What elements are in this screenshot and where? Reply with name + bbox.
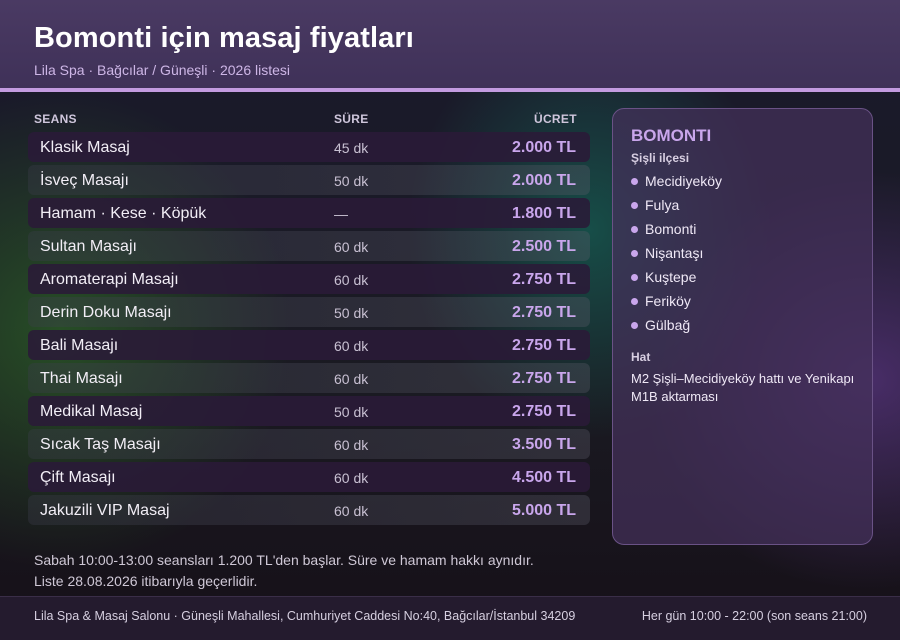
session-duration: 60 dk: [334, 272, 369, 288]
transit-label: Hat: [631, 350, 651, 364]
session-name: Bali Masajı: [40, 337, 119, 354]
session-name: Hamam · Kese · Köpük: [40, 205, 207, 222]
bullet-dot-icon: [631, 274, 638, 281]
session-name: Çift Masajı: [40, 469, 116, 486]
list-item: Feriköy: [631, 291, 722, 315]
session-duration: 60 dk: [334, 371, 369, 387]
neighborhood-label: Fulya: [645, 197, 680, 213]
session-price: 2.000 TL: [511, 172, 576, 189]
session-duration: 60 dk: [334, 239, 369, 255]
table-row: Aromaterapi Masajı 60 dk 2.750 TL: [28, 264, 590, 294]
table-row: Sultan Masajı 60 dk 2.500 TL: [28, 231, 590, 261]
footnote-validity: Liste 28.08.2026 itibarıyla geçerlidir.: [34, 573, 258, 589]
session-name: Medikal Masaj: [40, 403, 143, 420]
session-duration: 50 dk: [334, 305, 369, 321]
bullet-dot-icon: [631, 202, 638, 209]
session-price: 2.750 TL: [511, 370, 576, 387]
table-row: İsveç Masajı 50 dk 2.000 TL: [28, 165, 590, 195]
table-row: Hamam · Kese · Köpük — 1.800 TL: [28, 198, 590, 228]
neighborhood-label: Mecidiyeköy: [645, 173, 723, 189]
table-row: Bali Masajı 60 dk 2.750 TL: [28, 330, 590, 360]
district-panel: BOMONTI Şişli ilçesi Mecidiyeköy Fulya Bom…: [612, 108, 873, 545]
bullet-dot-icon: [631, 322, 638, 329]
session-price: 2.750 TL: [511, 337, 576, 354]
column-header-session: SEANS: [34, 112, 77, 126]
session-duration: —: [334, 206, 348, 222]
footer-hours: Her gün 10:00 - 22:00 (son seans 21:00): [641, 609, 867, 623]
session-name: Derin Doku Masajı: [40, 304, 172, 321]
neighborhood-label: Feriköy: [645, 293, 691, 309]
neighborhood-label: Gülbağ: [645, 317, 691, 333]
price-table: Klasik Masaj 45 dk 2.000 TL İsveç Masajı 50 …: [28, 132, 590, 528]
page-header: Bomonti için masaj fiyatları Lila Spa · …: [0, 0, 900, 88]
list-item: Nişantaşı: [631, 243, 722, 267]
bullet-dot-icon: [631, 298, 638, 305]
session-price: 2.750 TL: [511, 304, 576, 321]
table-row: Klasik Masaj 45 dk 2.000 TL: [28, 132, 590, 162]
district-title: BOMONTI: [631, 126, 712, 145]
session-price: 1.800 TL: [511, 205, 576, 222]
session-price: 2.500 TL: [511, 238, 576, 255]
bullet-dot-icon: [631, 226, 638, 233]
session-duration: 60 dk: [334, 503, 369, 519]
district-subtitle: Şişli ilçesi: [631, 151, 690, 165]
table-row: Derin Doku Masajı 50 dk 2.750 TL: [28, 297, 590, 327]
bullet-dot-icon: [631, 250, 638, 257]
neighborhood-list: Mecidiyeköy Fulya Bomonti Nişantaşı Kuştepe F…: [631, 171, 722, 339]
transit-text: M2 Şişli–Mecidiyeköy hattı ve Yenikapı M…: [631, 371, 855, 404]
session-price: 4.500 TL: [511, 469, 576, 486]
table-row: Jakuzili VIP Masaj 60 dk 5.000 TL: [28, 495, 590, 525]
session-name: Sultan Masajı: [40, 238, 137, 255]
session-price: 3.500 TL: [511, 436, 576, 453]
page-title: Bomonti için masaj fiyatları: [34, 22, 414, 54]
session-duration: 60 dk: [334, 338, 369, 354]
session-name: İsveç Masajı: [40, 172, 129, 189]
neighborhood-label: Nişantaşı: [645, 245, 704, 261]
column-header-duration: SÜRE: [334, 112, 369, 126]
session-name: Aromaterapi Masajı: [40, 271, 179, 288]
session-duration: 50 dk: [334, 173, 369, 189]
list-item: Gülbağ: [631, 315, 722, 339]
bullet-dot-icon: [631, 178, 638, 185]
footnote-morning: Sabah 10:00-13:00 seansları 1.200 TL'den…: [34, 552, 534, 568]
session-price: 2.750 TL: [511, 271, 576, 288]
session-duration: 60 dk: [334, 470, 369, 486]
neighborhood-label: Kuştepe: [645, 269, 697, 285]
table-row: Çift Masajı 60 dk 4.500 TL: [28, 462, 590, 492]
table-row: Thai Masajı 60 dk 2.750 TL: [28, 363, 590, 393]
column-header-price: ÜCRET: [534, 112, 577, 126]
session-name: Sıcak Taş Masajı: [40, 436, 161, 453]
table-row: Sıcak Taş Masajı 60 dk 3.500 TL: [28, 429, 590, 459]
page-footer: Lila Spa & Masaj Salonu · Güneşli Mahall…: [0, 596, 900, 640]
table-row: Medikal Masaj 50 dk 2.750 TL: [28, 396, 590, 426]
session-price: 2.000 TL: [511, 139, 576, 156]
page-subtitle: Lila Spa · Bağcılar / Güneşli · 2026 lis…: [34, 62, 291, 78]
session-price: 5.000 TL: [511, 502, 576, 519]
session-duration: 60 dk: [334, 437, 369, 453]
session-name: Thai Masajı: [40, 370, 123, 387]
list-item: Bomonti: [631, 219, 722, 243]
session-duration: 45 dk: [334, 140, 369, 156]
session-name: Jakuzili VIP Masaj: [40, 502, 170, 519]
footer-address: Lila Spa & Masaj Salonu · Güneşli Mahall…: [34, 609, 576, 623]
session-duration: 50 dk: [334, 404, 369, 420]
list-item: Mecidiyeköy: [631, 171, 722, 195]
list-item: Fulya: [631, 195, 722, 219]
session-name: Klasik Masaj: [40, 139, 130, 156]
header-divider: [0, 88, 900, 92]
list-item: Kuştepe: [631, 267, 722, 291]
session-price: 2.750 TL: [511, 403, 576, 420]
neighborhood-label: Bomonti: [645, 221, 697, 237]
